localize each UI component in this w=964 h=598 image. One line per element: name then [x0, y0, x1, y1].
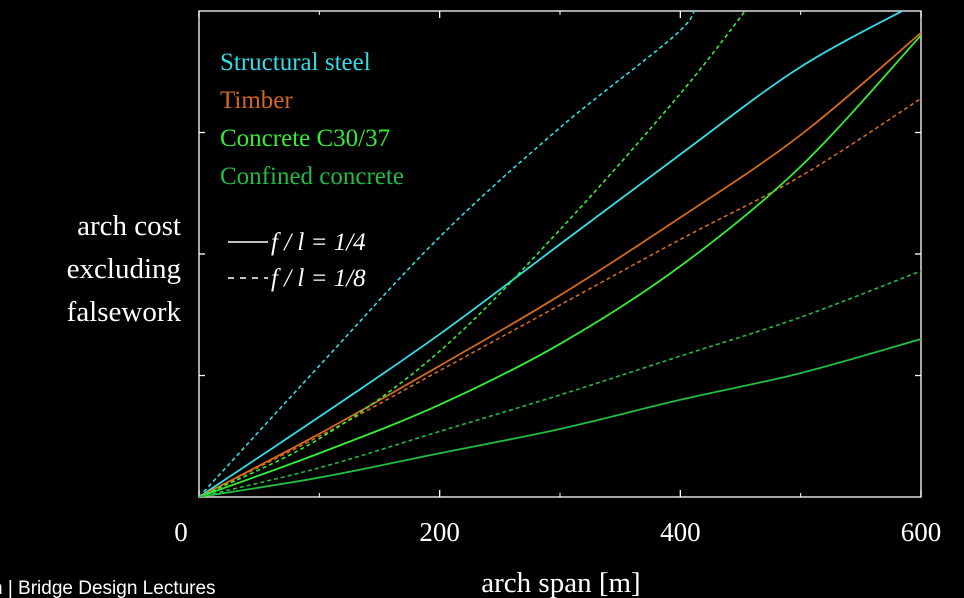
legend-style-label: f / l = 1/8: [271, 265, 366, 292]
series-line-structural-steel-1-8: [199, 11, 695, 497]
x-tick-label: 600: [901, 517, 942, 547]
axes: [198, 10, 922, 498]
footer: n | Bridge Design Lectures: [0, 578, 360, 598]
x-tick-labels: 0 200 400 600: [174, 517, 941, 547]
series-line-concrete-c30-37-1-8: [199, 11, 747, 497]
series-line-concrete-c30-37-1-4: [199, 34, 921, 497]
series-line-structural-steel-1-4: [199, 11, 905, 497]
x-tick-label: 400: [660, 517, 701, 547]
legend-entry: Confined concrete: [220, 163, 404, 190]
series-line-timber-1-4: [199, 32, 921, 497]
x-axis-label: arch span [m]: [481, 567, 640, 598]
legend-entry: Concrete C30/37: [220, 125, 390, 152]
series-line-timber-1-8: [199, 97, 921, 497]
legend-entry: Timber: [220, 87, 293, 114]
x-tick-label: 0: [174, 517, 188, 547]
series-line-confined-concrete-1-4: [199, 338, 921, 497]
legend-style-label: f / l = 1/4: [271, 229, 366, 256]
series-group: [199, 11, 921, 497]
y-axis-label-line-2: excluding: [66, 253, 181, 285]
y-axis-label-line-3: falsework: [66, 296, 181, 328]
legend-entry: Structural steel: [220, 49, 371, 76]
y-axis-label-line-1: arch cost: [77, 210, 181, 242]
x-tick-label: 200: [419, 517, 460, 547]
footer-text: n | Bridge Design Lectures: [0, 578, 216, 598]
legend: Structural steel Timber Concrete C30/37 Con…: [220, 49, 404, 292]
